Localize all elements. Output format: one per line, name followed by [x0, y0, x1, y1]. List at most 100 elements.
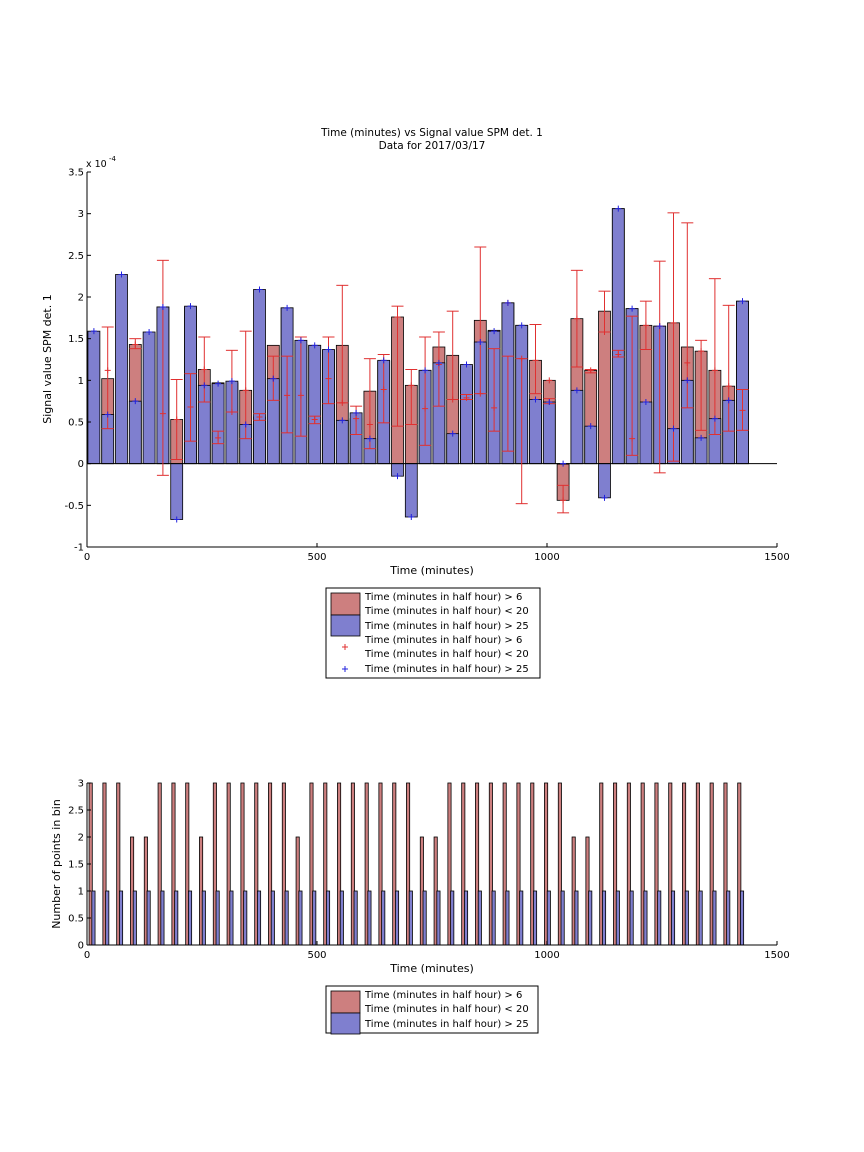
count-bar-blue	[505, 890, 510, 946]
data-point-red	[601, 329, 608, 335]
data-point-red	[739, 407, 746, 414]
signal-chart-y-tick-label: -1	[74, 543, 84, 554]
data-point-blue	[380, 357, 387, 364]
data-point-blue	[422, 367, 429, 374]
count-bar-blue	[491, 890, 496, 946]
bar-blue	[570, 389, 584, 465]
count-bar-blue	[574, 890, 579, 946]
data-point-red	[587, 367, 594, 374]
count-chart-y-tick-label: 1.5	[68, 860, 84, 871]
legend-blue-plus-line-1: Time (minutes in half hour) > 25	[364, 664, 529, 675]
data-point-blue	[670, 425, 677, 432]
bar-blue	[142, 331, 156, 465]
data-point-red	[104, 367, 111, 374]
count-bar-blue	[188, 890, 193, 946]
count-bar-blue	[229, 890, 234, 946]
data-point-blue	[573, 387, 580, 394]
data-point-red	[353, 415, 360, 422]
count-bar-blue	[91, 890, 96, 946]
count-chart-x-tick-label: 1500	[764, 950, 789, 961]
count-chart-y-tick-label: 1	[78, 887, 84, 898]
bar-blue	[639, 401, 653, 465]
data-point-blue	[656, 323, 663, 330]
signal-chart-y-tick-label: 3.5	[68, 168, 84, 179]
count-bar-blue	[726, 890, 731, 946]
data-point-red	[463, 394, 470, 401]
signal-chart: Time (minutes) vs Signal value SPM det. …	[41, 127, 790, 679]
data-point-blue	[339, 417, 346, 424]
count-bar-blue	[643, 890, 648, 946]
signal-chart-x-tick-label: 1500	[764, 552, 789, 563]
legend-red-patch	[330, 990, 361, 1014]
count-bar-blue	[602, 890, 607, 946]
count-bar-blue	[450, 890, 455, 946]
signal-chart-y-tick-label: 2.5	[68, 251, 84, 262]
y-exponent-base: x 10	[86, 159, 107, 170]
count-chart-x-tick-label: 500	[307, 950, 326, 961]
data-point-red	[532, 357, 539, 364]
data-point-blue	[297, 337, 304, 344]
data-point-blue	[215, 380, 222, 387]
legend-red-patch-line-2: Time (minutes in half hour) < 20	[364, 1004, 529, 1015]
signal-chart-x-tick-label: 500	[307, 552, 326, 563]
data-point-red	[256, 414, 263, 420]
count-chart-legend: Time (minutes in half hour) > 6 Time (mi…	[325, 985, 539, 1035]
data-point-blue	[132, 398, 139, 405]
bar-blue	[335, 419, 349, 465]
count-bar-blue	[546, 890, 551, 946]
count-chart-x-label: Time (minutes)	[389, 962, 474, 975]
data-point-blue	[711, 415, 718, 422]
data-point-blue	[684, 377, 691, 384]
bar-blue	[404, 463, 418, 518]
signal-chart-y-tick-label: 0	[78, 459, 84, 470]
bar-blue	[253, 289, 266, 465]
data-point-blue	[435, 359, 442, 366]
data-point-red	[380, 386, 387, 393]
count-bar-blue	[215, 890, 220, 946]
count-bar-blue	[436, 890, 441, 946]
legend-red-patch-line-2: Time (minutes in half hour) < 20	[364, 606, 529, 617]
data-point-blue	[146, 329, 153, 335]
data-point-blue	[90, 328, 97, 335]
bar-blue	[128, 400, 142, 465]
data-point-blue	[242, 421, 249, 428]
signal-chart-y-label: Signal value SPM det. 1	[41, 294, 54, 424]
data-point-red	[159, 410, 166, 417]
count-bar-blue	[408, 890, 413, 946]
count-chart-y-tick-label: 0.5	[68, 914, 84, 925]
data-point-red	[698, 348, 705, 355]
count-bar-blue	[257, 890, 262, 946]
data-point-blue	[532, 396, 539, 403]
count-bar-blue	[270, 890, 275, 946]
data-point-blue	[118, 271, 125, 278]
data-point-blue	[615, 205, 622, 212]
data-point-blue	[546, 399, 553, 405]
count-bar-blue	[284, 890, 289, 946]
count-bar-blue	[684, 890, 689, 946]
signal-chart-y-tick-label: 3	[78, 209, 84, 220]
count-bar-blue	[588, 890, 593, 946]
count-chart-y-tick-label: 0	[78, 941, 84, 952]
data-point-blue	[394, 473, 401, 480]
data-point-red	[339, 399, 346, 406]
data-point-red	[284, 392, 291, 399]
data-point-blue	[725, 397, 732, 404]
count-chart-y-tick-label: 3	[78, 779, 84, 790]
data-point-red	[684, 359, 691, 366]
count-bar-blue	[629, 890, 634, 946]
bar-blue	[611, 208, 625, 465]
count-bar-blue	[326, 890, 331, 946]
count-chart: 0 500 1000 1500 0 0.5 1 1.5 2 2.5 3 Time (minutes)…	[50, 779, 790, 1035]
count-bar-blue	[119, 890, 124, 946]
data-point-red	[725, 383, 732, 390]
data-point-red	[573, 315, 580, 322]
signal-chart-plot-area: 0 500 1000 1500 -1 -0.5 0 0.5 1 1.5 2 2.5 3 3.5	[64, 168, 789, 564]
legend-red-patch-line-1: Time (minutes in half hour) > 6	[364, 592, 522, 603]
legend-red-plus-line-2: Time (minutes in half hour) < 20	[364, 649, 529, 660]
data-point-blue	[187, 303, 194, 310]
signal-chart-x-tick-label: 1000	[534, 552, 559, 563]
data-point-red	[670, 319, 677, 326]
signal-chart-y-tick-label: 1.5	[68, 334, 84, 345]
count-bar-blue	[312, 890, 317, 946]
